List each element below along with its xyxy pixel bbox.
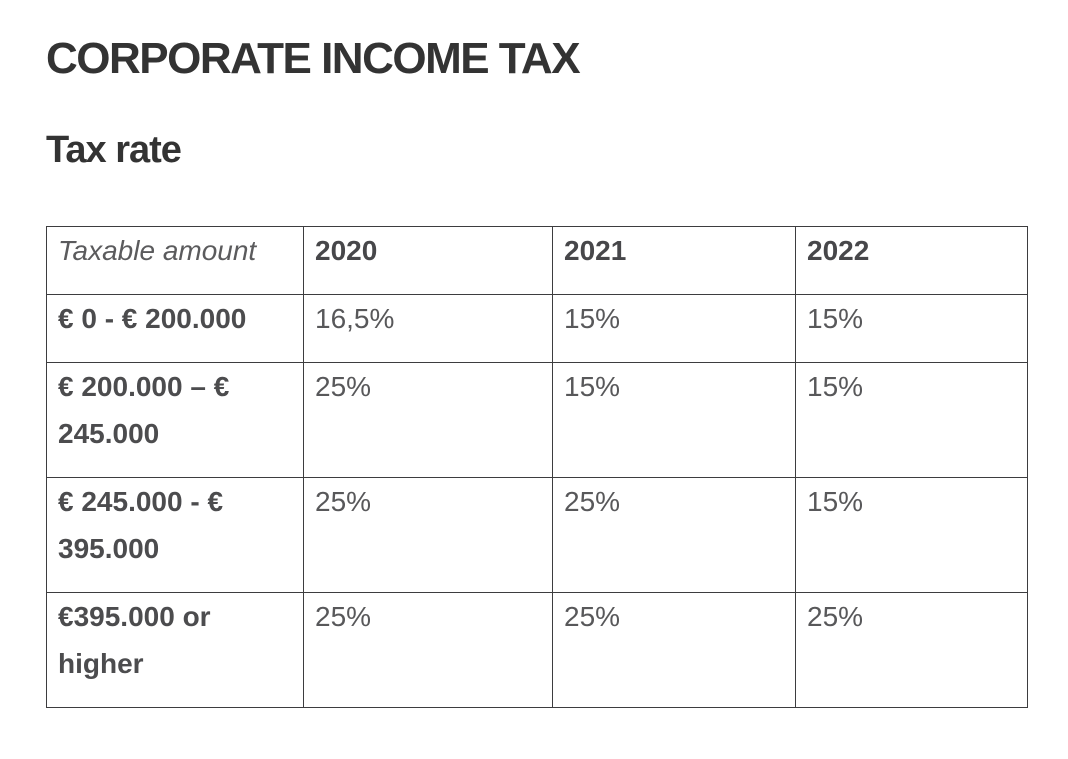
row-label: € 0 - € 200.000 — [46, 294, 304, 364]
rate-cell: 25% — [303, 477, 553, 594]
section-heading: Tax rate — [46, 128, 182, 171]
table-row: € 245.000 - € 395.000 25% 25% 15% — [46, 477, 1028, 594]
rate-cell: 25% — [795, 592, 1028, 709]
table-header: Taxable amount 2020 2021 2022 — [46, 226, 1028, 296]
rate-cell: 15% — [795, 477, 1028, 594]
table-body: € 0 - € 200.000 16,5% 15% 15% € 200.000 … — [46, 294, 1028, 709]
row-label: € 200.000 – € 245.000 — [46, 362, 304, 479]
tax-rate-table: Taxable amount 2020 2021 2022 € 0 - € 20… — [46, 226, 1028, 709]
column-header-taxable-amount: Taxable amount — [46, 226, 304, 296]
rate-cell: 25% — [303, 592, 553, 709]
row-label: €395.000 or higher — [46, 592, 304, 709]
rate-cell: 15% — [795, 294, 1028, 364]
rate-cell: 15% — [552, 362, 796, 479]
table-row: € 0 - € 200.000 16,5% 15% 15% — [46, 294, 1028, 364]
rate-cell: 16,5% — [303, 294, 553, 364]
column-header-2020: 2020 — [303, 226, 553, 296]
rate-cell: 25% — [552, 592, 796, 709]
column-header-2021: 2021 — [552, 226, 796, 296]
row-label: € 245.000 - € 395.000 — [46, 477, 304, 594]
column-header-2022: 2022 — [795, 226, 1028, 296]
rate-cell: 25% — [303, 362, 553, 479]
rate-cell: 25% — [552, 477, 796, 594]
rate-cell: 15% — [795, 362, 1028, 479]
table-row: €395.000 or higher 25% 25% 25% — [46, 592, 1028, 709]
page-title: CORPORATE INCOME TAX — [46, 34, 581, 83]
table-row: € 200.000 – € 245.000 25% 15% 15% — [46, 362, 1028, 479]
rate-cell: 15% — [552, 294, 796, 364]
header-row: Taxable amount 2020 2021 2022 — [46, 226, 1028, 296]
